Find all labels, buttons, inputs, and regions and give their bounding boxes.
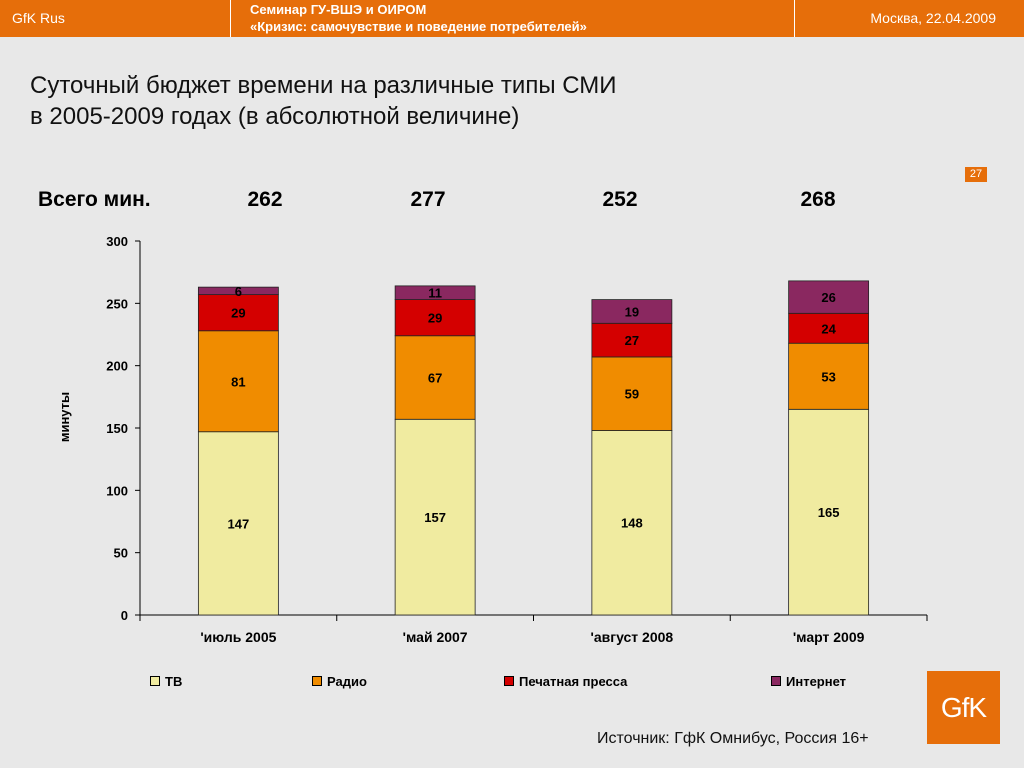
y-tick-label: 200 [106,359,128,374]
data-label: 27 [625,333,639,348]
y-tick-label: 150 [106,421,128,436]
bar-segment [591,322,673,358]
data-label: 165 [818,505,840,520]
bar-segment [788,280,870,314]
legend-item: Печатная пресса [504,674,627,689]
data-label: 147 [228,516,250,531]
legend-item: ТВ [150,674,182,689]
data-label: 6 [235,284,242,299]
bar-segment [394,285,476,300]
title-line-2: в 2005-2009 годах (в абсолютной величине… [30,103,520,130]
brand-label: GfK Rus [12,10,65,26]
bar-segment [197,286,279,296]
y-tick-label: 0 [121,608,128,623]
legend-label: Печатная пресса [519,674,628,689]
data-label: 53 [821,369,835,384]
data-label: 29 [231,306,245,321]
bar-segment [197,330,279,433]
legend-label: ТВ [165,674,183,689]
x-tick-label: 'июль 2005 [200,629,276,645]
legend-swatch [771,676,781,686]
data-label: 81 [231,374,245,389]
data-label: 26 [821,290,835,305]
bar-segment [197,431,279,616]
title-line-1: Суточный бюджет времени на различные тип… [30,72,617,99]
total-value: 262 [247,188,283,211]
seminar-line-1: Семинар ГУ-ВШЭ и ОИРОМ [250,2,427,17]
legend-label: Радио [327,674,367,689]
bar-segment [788,312,870,344]
legend-item: Радио [312,674,367,689]
bar-segment [788,342,870,410]
y-tick-label: 250 [106,296,128,311]
legend-swatch [312,676,322,686]
y-axis-label: минуты [57,392,72,442]
data-label: 19 [625,304,639,319]
y-tick-label: 50 [114,546,128,561]
bar-segment [394,335,476,420]
total-value: 252 [602,188,638,211]
bar-segment [788,408,870,616]
seminar-line-2: «Кризис: самочувствие и поведение потреб… [250,19,587,34]
legend-item: Интернет [771,674,846,689]
data-label: 11 [428,286,442,301]
total-value: 277 [410,188,446,211]
page-number: 27 [965,167,987,182]
header-bar: GfK Rus Семинар ГУ-ВШЭ и ОИРОМ «Кризис: … [0,0,1024,37]
data-label: 67 [428,371,442,386]
data-label: 148 [621,516,643,531]
totals-label: Всего мин. [38,188,151,211]
legend-swatch [504,676,514,686]
y-tick-label: 300 [106,234,128,249]
bar-segment [591,356,673,431]
slide-title: Суточный бюджет времени на различные тип… [30,70,617,132]
bar-segment [197,294,279,332]
y-tick-label: 100 [106,483,128,498]
x-tick-label: 'март 2009 [793,629,865,645]
data-label: 157 [424,510,446,525]
gfk-logo: GfK [927,671,1000,744]
legend-swatch [150,676,160,686]
source-note: Источник: ГфК Омнибус, Россия 16+ [597,730,869,747]
bar-segment [394,418,476,616]
data-label: 29 [428,311,442,326]
x-tick-label: 'май 2007 [403,629,468,645]
location-date: Москва, 22.04.2009 [870,10,996,26]
seminar-block: Семинар ГУ-ВШЭ и ОИРОМ «Кризис: самочувс… [230,0,795,37]
data-label: 24 [821,321,836,336]
bar-segment [591,299,673,324]
bar-segment [591,430,673,616]
x-tick-label: 'август 2008 [591,629,674,645]
total-value: 268 [800,188,836,211]
data-label: 59 [625,387,639,402]
bar-segment [394,299,476,337]
legend-label: Интернет [786,674,847,689]
